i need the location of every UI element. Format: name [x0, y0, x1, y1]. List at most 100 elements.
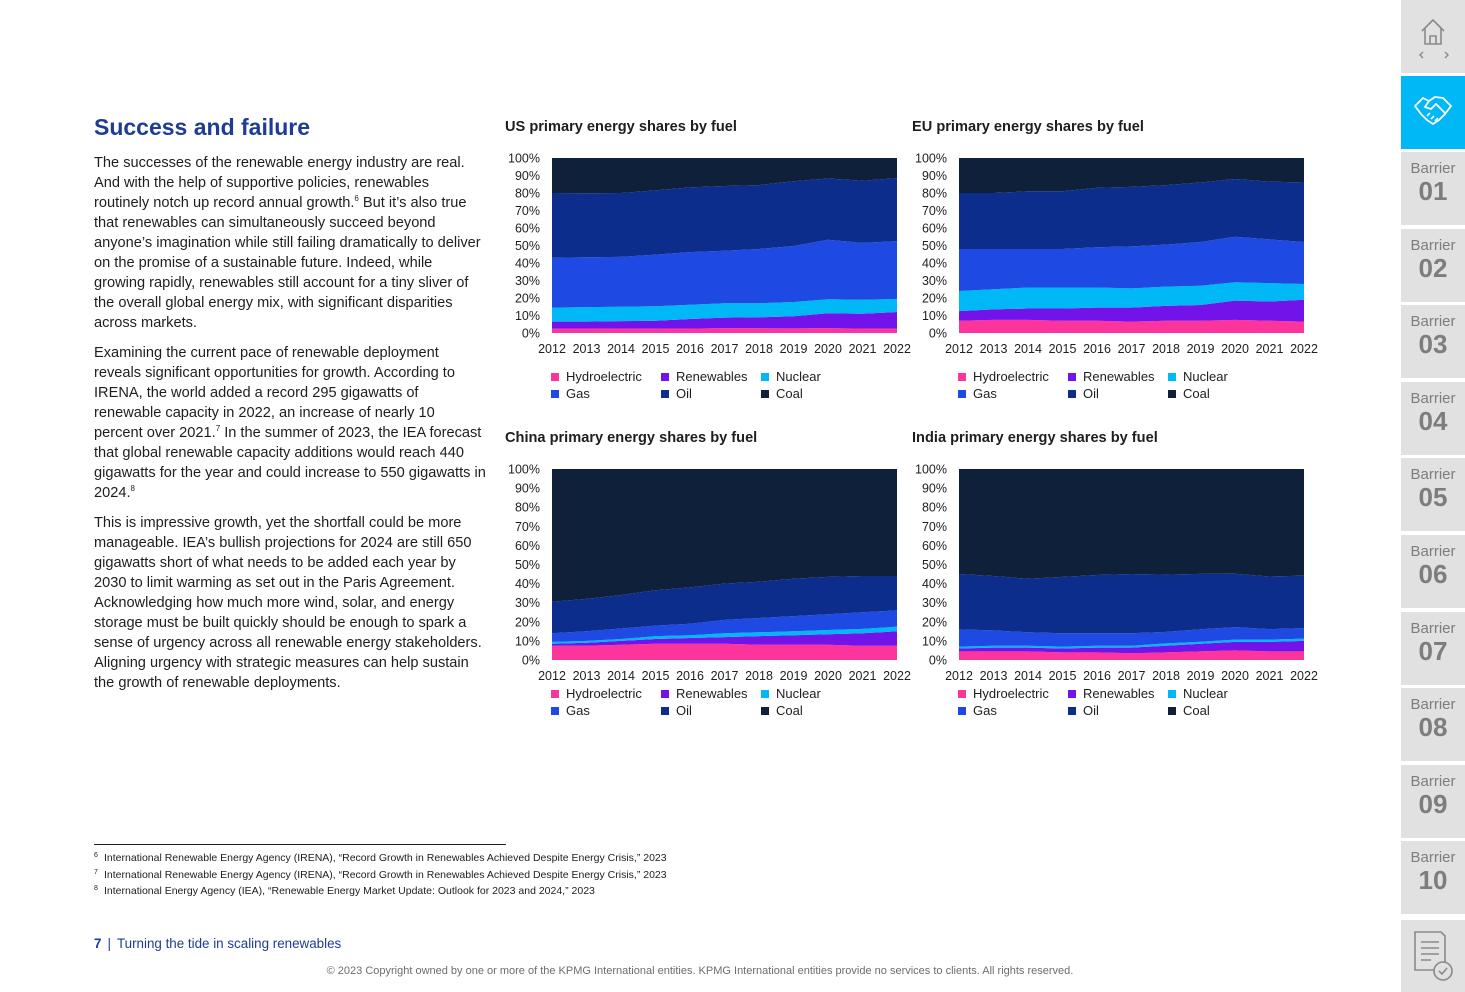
area-oil [552, 178, 897, 258]
x-tick-label: 2014 [1014, 342, 1042, 356]
legend-item-nuclear: Nuclear [1168, 369, 1278, 384]
legend-swatch [1168, 372, 1176, 381]
area-gas [959, 236, 1304, 291]
y-tick-label: 20% [922, 292, 947, 306]
x-tick-label: 2021 [1256, 342, 1284, 356]
barrier-button-01[interactable]: Barrier 01 [1401, 152, 1465, 225]
legend-item-oil: Oil [661, 703, 761, 718]
x-tick-label: 2021 [1256, 669, 1284, 683]
legend-swatch [551, 389, 559, 398]
barrier-button-02[interactable]: Barrier 02 [1401, 228, 1465, 302]
barrier-label: Barrier [1410, 619, 1456, 637]
x-tick-label: 2014 [607, 342, 635, 356]
legend-label: Oil [676, 703, 692, 718]
y-tick-label: 100% [508, 152, 540, 166]
x-tick-label: 2022 [1290, 342, 1318, 356]
area-renewables [552, 312, 897, 329]
legend-item-oil: Oil [661, 386, 761, 401]
barrier-label: Barrier [1410, 389, 1456, 407]
india-energy-chart: India primary energy shares by fuel 0% 10… [912, 430, 1318, 730]
footnote-divider [94, 844, 506, 845]
barrier-button-07[interactable]: Barrier 07 [1401, 611, 1465, 685]
legend-swatch [958, 372, 966, 381]
footnote-6: 6 International Renewable Energy Agency (… [94, 852, 667, 864]
legend-swatch [958, 389, 966, 398]
barrier-number: 05 [1418, 482, 1448, 513]
barrier-number: 10 [1418, 865, 1448, 896]
x-tick-label: 2019 [1187, 669, 1215, 683]
footnote-ref[interactable]: 7 [215, 424, 221, 434]
x-tick-label: 2015 [1049, 669, 1077, 683]
legend-label: Coal [1183, 386, 1210, 401]
footnote-ref[interactable]: 8 [130, 484, 135, 494]
y-tick-label: 30% [515, 274, 540, 288]
barrier-button-03[interactable]: Barrier 03 [1401, 305, 1465, 379]
home-button[interactable] [1401, 0, 1465, 73]
area-gas [552, 610, 897, 642]
x-tick-label: 2021 [849, 342, 877, 356]
barrier-button-04[interactable]: Barrier 04 [1401, 381, 1465, 455]
document-title[interactable]: Turning the tide in scaling renewables [116, 936, 342, 951]
legend-item-renewables: Renewables [1068, 369, 1168, 384]
y-tick-label: 40% [922, 577, 947, 591]
legend-swatch [1068, 389, 1076, 398]
x-tick-label: 2017 [1118, 342, 1146, 356]
x-tick-label: 2017 [711, 342, 739, 356]
y-tick-label: 70% [922, 520, 947, 534]
barrier-number: 08 [1418, 712, 1448, 743]
x-tick-label: 2022 [1290, 669, 1318, 683]
barrier-number: 04 [1418, 405, 1448, 436]
y-tick-label: 0% [929, 654, 947, 668]
legend-item-oil: Oil [1068, 386, 1168, 401]
area-renewables [959, 299, 1304, 322]
legend-label: Gas [566, 386, 590, 401]
legend-swatch [661, 689, 669, 698]
area-coal [552, 158, 897, 194]
barrier-button-06[interactable]: Barrier 06 [1401, 535, 1465, 608]
legend-item-hydroelectric: Hydroelectric [551, 686, 661, 701]
paragraph-1: The successes of the renewable energy in… [94, 155, 481, 331]
legend-label: Gas [973, 386, 997, 401]
x-tick-label: 2014 [1014, 669, 1042, 683]
barrier-button-09[interactable]: Barrier 09 [1401, 764, 1465, 838]
barrier-label: Barrier [1410, 160, 1456, 177]
chart-legend: Hydroelectric Renewables Nuclear Gas Oil Coal [551, 369, 911, 401]
barrier-label: Barrier [1410, 313, 1456, 331]
y-tick-label: 80% [515, 501, 540, 515]
chart-title: US primary energy shares by fuel [505, 119, 737, 135]
active-section-button[interactable] [1401, 76, 1465, 149]
barrier-button-10[interactable]: Barrier 10 [1401, 841, 1465, 915]
footnote-ref[interactable]: 6 [354, 194, 359, 204]
legend-label: Gas [973, 703, 997, 718]
x-tick-label: 2012 [538, 342, 566, 356]
legend-item-coal: Coal [1168, 386, 1278, 401]
y-tick-label: 90% [922, 482, 947, 496]
y-tick-label: 90% [515, 169, 540, 183]
y-tick-label: 50% [922, 239, 947, 253]
legend-item-gas: Gas [958, 386, 1068, 401]
y-tick-label: 30% [515, 596, 540, 610]
legend-item-coal: Coal [761, 703, 871, 718]
barrier-button-08[interactable]: Barrier 08 [1401, 688, 1465, 762]
y-tick-label: 0% [522, 327, 540, 341]
x-tick-label: 2021 [849, 669, 877, 683]
x-tick-label: 2013 [573, 342, 601, 356]
x-tick-label: 2020 [814, 669, 842, 683]
legend-swatch [1168, 706, 1176, 715]
checklist-button[interactable] [1401, 920, 1465, 992]
legend-label: Oil [1083, 703, 1099, 718]
x-tick-label: 2018 [1152, 669, 1180, 683]
footnote-7: 7 International Renewable Energy Agency (… [94, 868, 667, 881]
legend-item-nuclear: Nuclear [761, 686, 871, 701]
x-tick-label: 2015 [1049, 342, 1077, 356]
barrier-number: 09 [1418, 788, 1448, 819]
x-tick-label: 2020 [1221, 342, 1249, 356]
y-tick-label: 10% [515, 634, 540, 648]
barrier-button-05[interactable]: Barrier 05 [1401, 458, 1465, 532]
area-oil [959, 179, 1304, 249]
chart-plot: 0% 10% 20% 30% 40% 50% 60% 70% 80% 90% 100% 2012 201… [915, 152, 1318, 357]
chart-legend: Hydroelectric Renewables Nuclear Gas Oil Coal [958, 369, 1318, 401]
legend-swatch [761, 372, 769, 381]
y-tick-label: 50% [922, 558, 947, 572]
area-oil [959, 573, 1304, 634]
